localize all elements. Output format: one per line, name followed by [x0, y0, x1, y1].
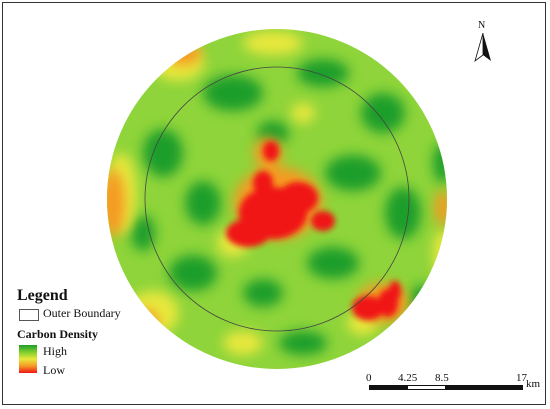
scale-tick-3: 17 — [516, 372, 527, 384]
map-frame: N Legend Outer Boundary Carbon Density H… — [2, 2, 546, 405]
carbon-density-color-ramp — [19, 345, 37, 373]
legend-low-label: Low — [43, 363, 65, 377]
scale-tick-0: 0 — [366, 372, 372, 384]
outer-boundary-label: Outer Boundary — [43, 306, 121, 320]
outer-boundary — [144, 66, 410, 332]
north-label: N — [478, 20, 486, 31]
scale-bar: 0 4.25 8.5 17 km — [363, 373, 543, 393]
scale-segment-3 — [445, 385, 523, 390]
carbon-density-title: Carbon Density — [17, 327, 99, 341]
scale-segment-2 — [407, 385, 446, 390]
scale-segment-1 — [369, 385, 408, 390]
scale-tick-2: 8.5 — [435, 372, 449, 384]
north-arrow-icon — [474, 33, 491, 63]
carbon-density-map — [107, 29, 447, 369]
density-raster — [107, 29, 447, 369]
legend-high-label: High — [43, 344, 67, 358]
scale-tick-1: 4.25 — [398, 372, 418, 384]
north-arrow: N — [471, 21, 495, 65]
outer-boundary-swatch — [19, 309, 39, 321]
map-legend: Legend Outer Boundary Carbon Density Hig… — [17, 288, 147, 380]
legend-title: Legend — [17, 287, 68, 304]
scale-unit: km — [526, 378, 541, 390]
